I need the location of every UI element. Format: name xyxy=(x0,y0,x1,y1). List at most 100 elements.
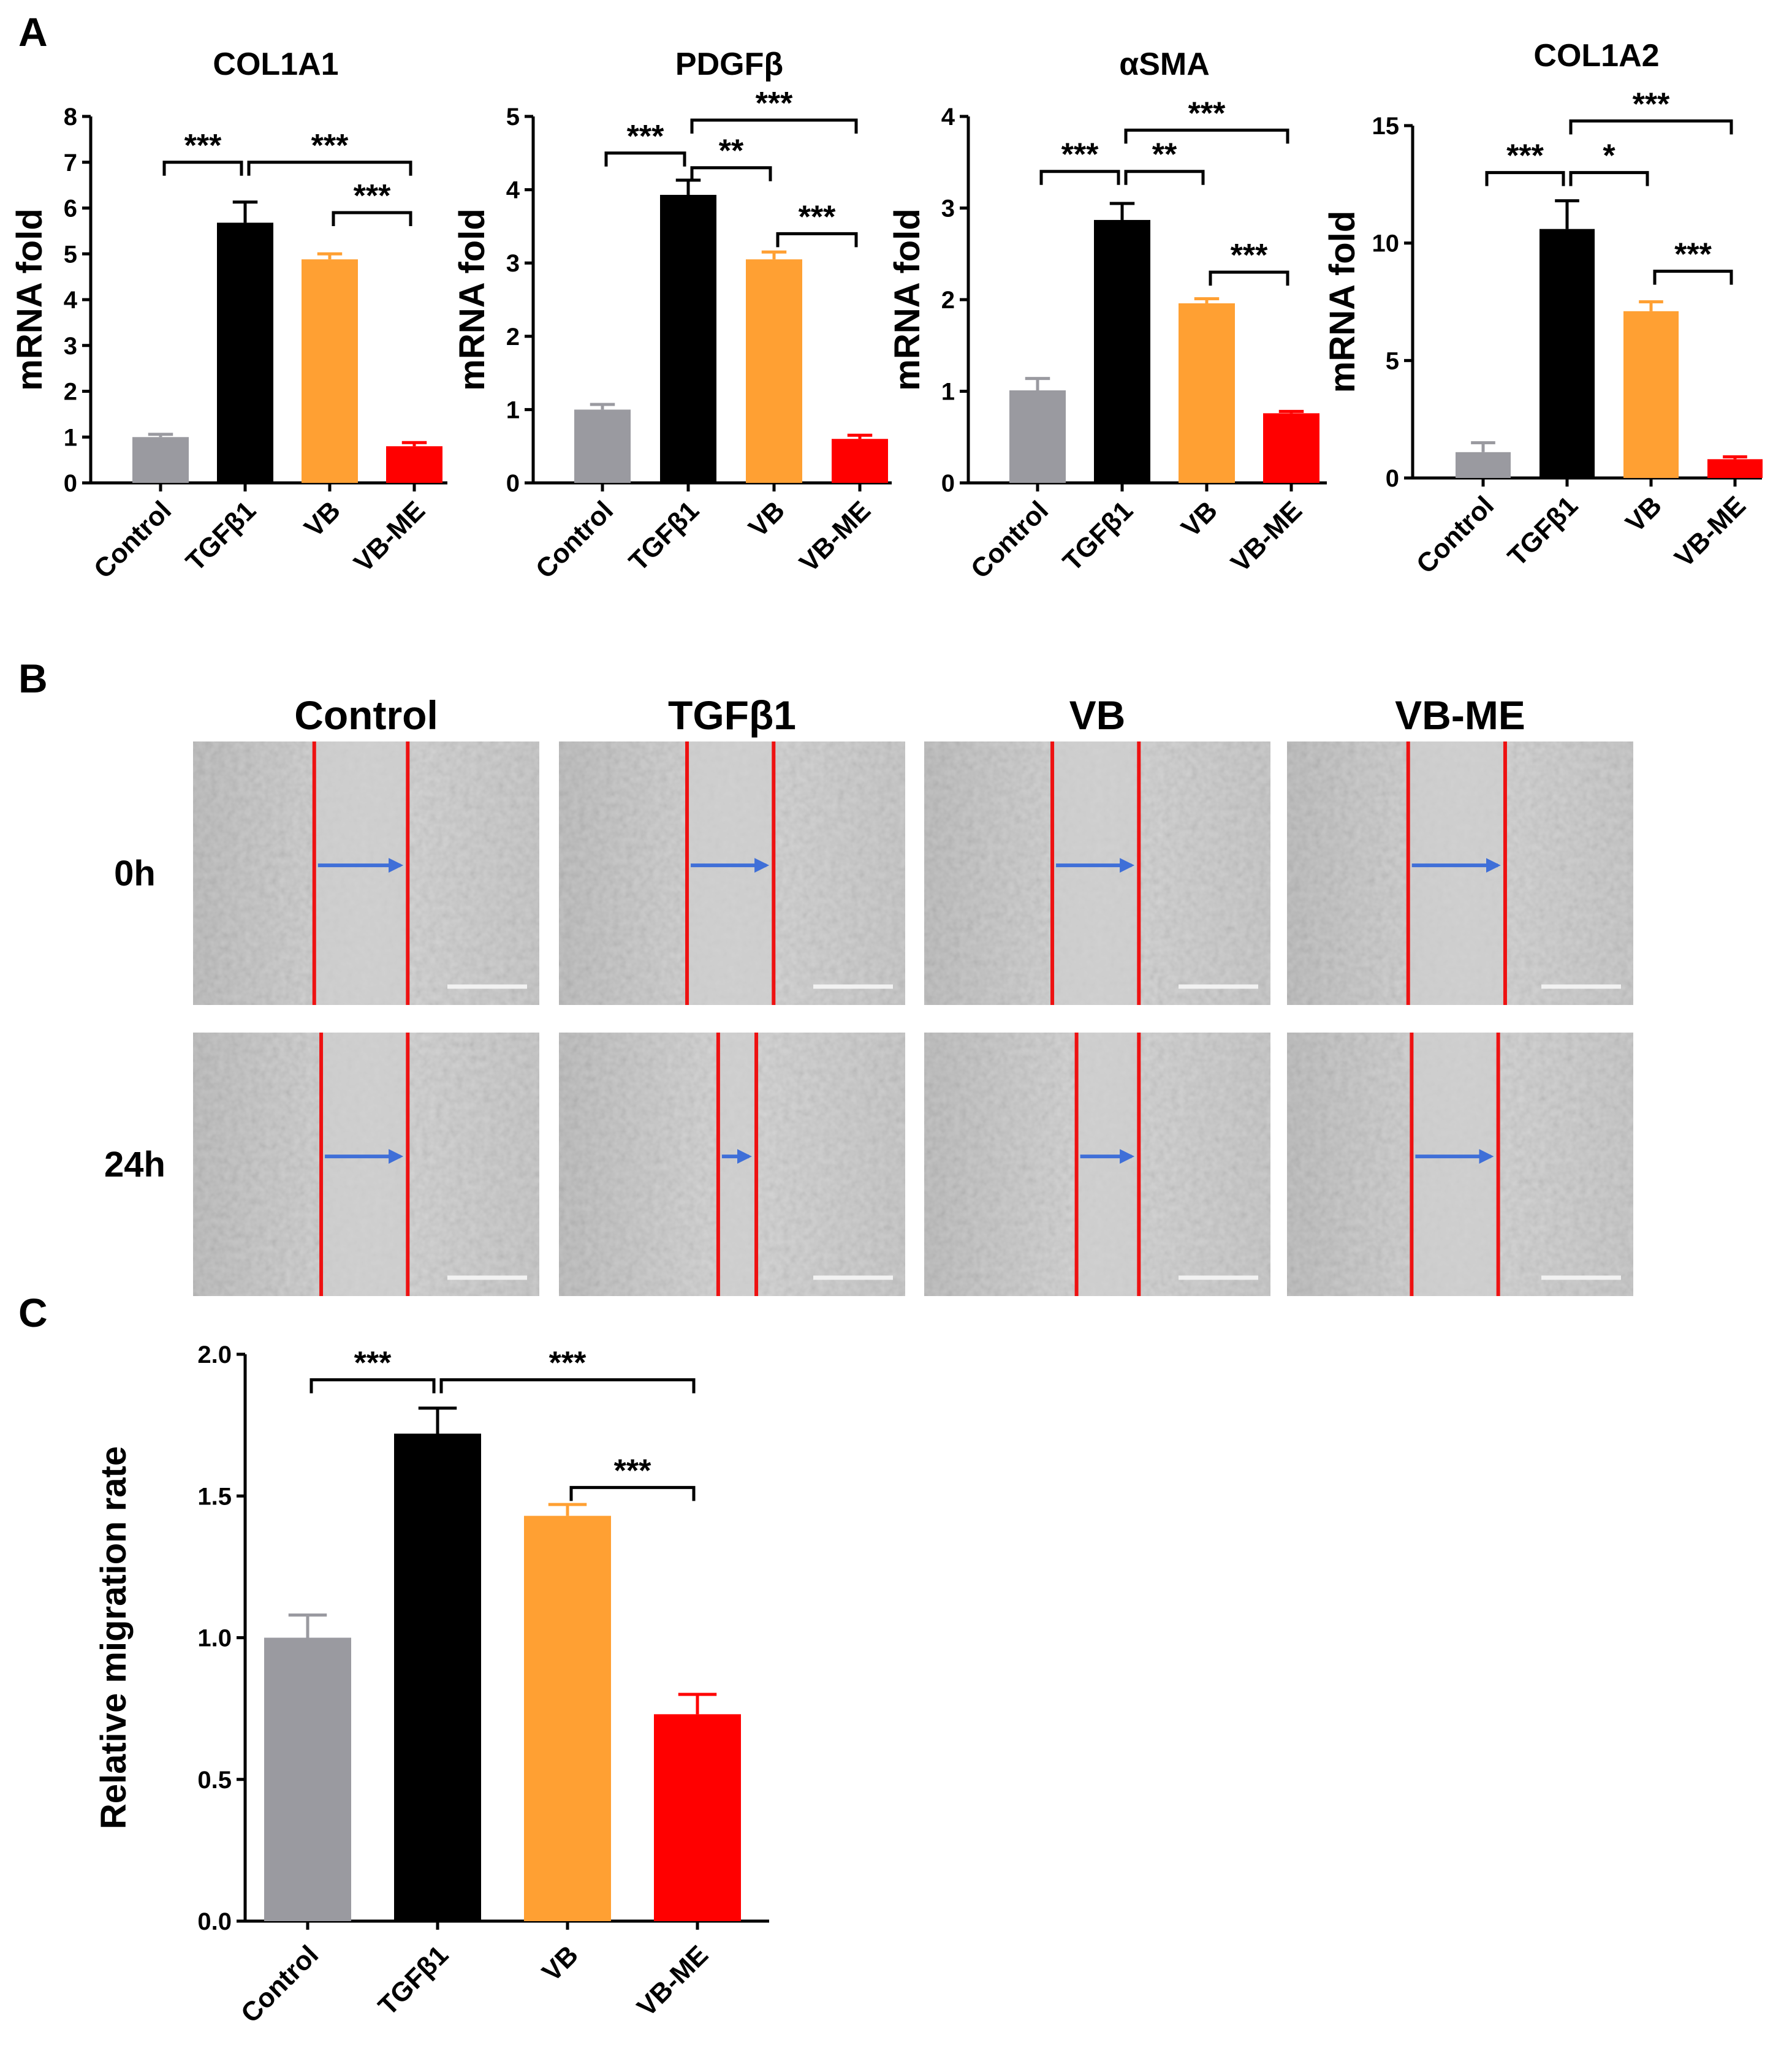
panel-letter-c: C xyxy=(18,1290,48,1335)
panel-letter-a: A xyxy=(18,9,48,55)
bar-control xyxy=(1009,390,1066,483)
significance-label: *** xyxy=(1674,237,1712,273)
y-axis-label: mRNA fold xyxy=(452,208,492,390)
bar-vb xyxy=(524,1515,611,1921)
micrograph xyxy=(559,741,905,1005)
bar-vb xyxy=(302,259,358,483)
y-tick-label: 5 xyxy=(506,104,520,131)
significance-label: ** xyxy=(1152,137,1177,173)
significance-bracket xyxy=(162,161,243,176)
chart-col1a1: COL1A1 mRNA fold 0 1 2 3 4 5 6 7 8 Control TGFβ1 VB VB… xyxy=(10,47,447,585)
y-tick-label: 8 xyxy=(64,104,77,131)
bar-tgfβ1 xyxy=(1540,229,1595,478)
y-tick-label: 5 xyxy=(64,241,77,268)
column-label: VB-ME xyxy=(1395,692,1525,738)
chart-title: PDGFβ xyxy=(675,47,783,82)
scratch-gap xyxy=(687,741,774,1005)
column-label: Control xyxy=(294,692,438,738)
significance-label: *** xyxy=(1633,86,1670,122)
significance-bracket xyxy=(1124,170,1205,185)
significance-label: *** xyxy=(311,128,349,164)
y-tick-label: 0 xyxy=(506,470,520,497)
y-tick-label: 0 xyxy=(64,470,77,497)
bar-control xyxy=(1456,452,1511,478)
scratch-gap xyxy=(1408,741,1505,1005)
significance-label: *** xyxy=(549,1346,587,1381)
scratch-gap xyxy=(1411,1033,1498,1296)
category-label: VB-ME xyxy=(794,495,876,578)
y-tick-label: 15 xyxy=(1372,113,1400,140)
significance-label: *** xyxy=(799,199,836,235)
significance-bracket xyxy=(439,1378,696,1394)
bar-vb xyxy=(1179,303,1235,483)
chart-title: COL1A1 xyxy=(213,47,338,82)
category-label: Control xyxy=(965,495,1054,584)
y-tick-label: 0.5 xyxy=(197,1767,232,1794)
y-tick-label: 3 xyxy=(506,250,520,277)
chart-relative-migration-rate: Relative migration rate 0.0 0.5 1.0 1.5 2.0 Co… xyxy=(94,1341,769,2029)
chart-title: COL1A2 xyxy=(1533,38,1659,74)
y-tick-label: 4 xyxy=(941,104,955,131)
category-label: TGFβ1 xyxy=(180,495,262,577)
micrograph xyxy=(1287,1033,1633,1296)
y-tick-label: 1 xyxy=(64,424,77,451)
significance-label: * xyxy=(1603,138,1615,174)
bar-tgfβ1 xyxy=(217,222,273,483)
significance-bracket xyxy=(1039,170,1120,185)
y-tick-label: 2 xyxy=(506,324,520,351)
y-tick-label: 5 xyxy=(1386,347,1399,374)
significance-bracket xyxy=(1569,171,1649,186)
y-tick-label: 0.0 xyxy=(197,1908,232,1935)
category-label: Control xyxy=(235,1940,324,2028)
y-tick-label: 6 xyxy=(64,195,77,222)
y-tick-label: 2.0 xyxy=(197,1341,232,1368)
chart-col1a2: COL1A2 mRNA fold 0 5 10 15 Control TGFβ1 VB VB-ME… xyxy=(1323,38,1763,580)
significance-bracket xyxy=(690,166,772,181)
significance-label: *** xyxy=(1061,137,1099,173)
bar-vb-me xyxy=(832,439,888,483)
significance-label: ** xyxy=(719,134,744,169)
category-label: VB-ME xyxy=(631,1940,714,2022)
category-label: VB-ME xyxy=(1225,495,1308,578)
y-tick-label: 1 xyxy=(506,396,520,423)
y-tick-label: 3 xyxy=(64,333,77,360)
category-label: VB xyxy=(298,495,346,543)
chart-title: αSMA xyxy=(1119,47,1210,82)
bar-vb xyxy=(1623,311,1679,478)
micrograph xyxy=(924,1033,1270,1296)
migration-image-grid: Control TGFβ1 VB VB-ME 0h 24h xyxy=(104,692,1633,1296)
significance-label: *** xyxy=(354,1346,392,1381)
category-label: VB xyxy=(743,495,791,543)
bar-tgfβ1 xyxy=(660,194,716,483)
significance-bracket xyxy=(1653,270,1733,285)
y-tick-label: 3 xyxy=(941,195,955,222)
significance-label: *** xyxy=(1231,238,1268,273)
scratch-gap xyxy=(718,1033,757,1296)
significance-bracket xyxy=(604,151,686,167)
significance-label: *** xyxy=(756,86,793,121)
micrograph xyxy=(559,1033,905,1296)
panel-letter-b: B xyxy=(18,656,48,701)
column-label: TGFβ1 xyxy=(668,692,796,738)
scratch-gap xyxy=(321,1033,408,1296)
y-tick-label: 4 xyxy=(506,177,520,204)
micrograph xyxy=(193,741,539,1005)
category-label: Control xyxy=(530,495,619,584)
category-label: VB xyxy=(1175,495,1223,543)
y-tick-label: 2 xyxy=(941,287,955,314)
y-axis-label: mRNA fold xyxy=(887,208,927,390)
significance-bracket xyxy=(332,211,412,226)
category-label: VB-ME xyxy=(1669,490,1752,573)
significance-bracket xyxy=(309,1378,436,1394)
significance-bracket xyxy=(1485,171,1565,186)
chart-pdgfb: PDGFβ mRNA fold 0 1 2 3 4 5 Control TGFβ1 VB VB-ME *… xyxy=(452,47,892,585)
y-tick-label: 10 xyxy=(1372,230,1400,257)
category-label: Control xyxy=(1411,490,1500,579)
category-label: TGFβ1 xyxy=(623,495,705,577)
row-label: 0h xyxy=(114,854,156,893)
significance-bracket xyxy=(1124,128,1289,144)
bar-vb-me xyxy=(386,446,442,483)
significance-bracket xyxy=(690,118,858,134)
